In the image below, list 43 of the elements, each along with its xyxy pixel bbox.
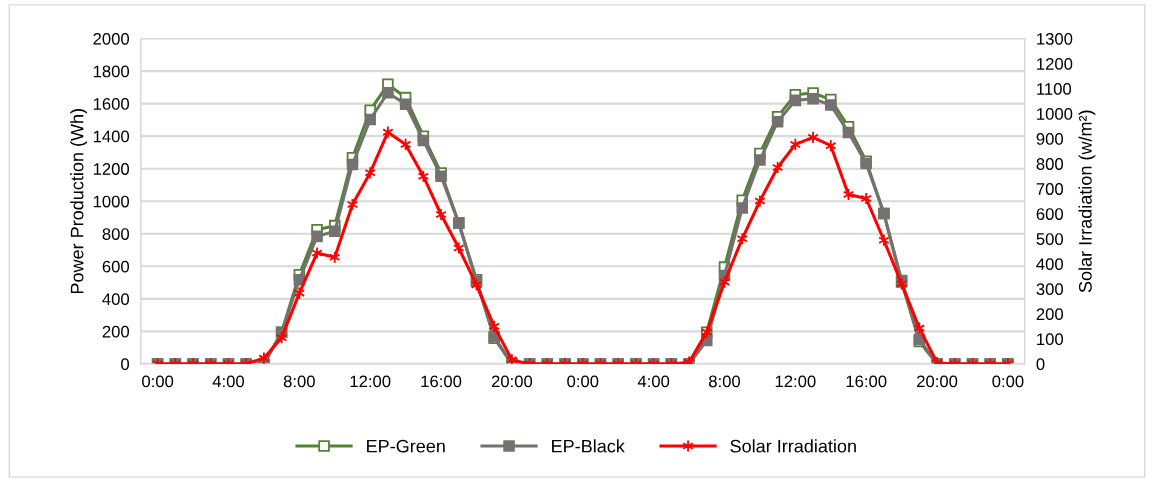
y-tick-label: 800: [102, 228, 130, 240]
x-tick-label: 16:00: [421, 375, 462, 388]
y-tick-label: 600: [102, 260, 130, 273]
legend-label: EP-Green: [367, 439, 445, 453]
y2-tick-label: 700: [1036, 183, 1064, 195]
legend-label: EP-Black: [552, 439, 625, 453]
y-tick-label: 0: [121, 358, 130, 371]
x-tick-label: 0:00: [567, 375, 599, 388]
y-tick-label: 1000: [93, 195, 130, 208]
y2-tick-label: 600: [1036, 208, 1064, 220]
x-tick-label: 8:00: [708, 375, 741, 388]
y-axis-title: Power Production (Wh): [70, 109, 88, 294]
x-tick-label: 20:00: [491, 375, 533, 388]
x-tick-label: 12:00: [775, 375, 816, 388]
y2-axis-title: Solar Irradiation (w/m²): [1078, 110, 1096, 293]
y2-tick-label: 0: [1036, 358, 1045, 371]
y-tick-label: 200: [102, 325, 130, 338]
y2-tick-label: 300: [1036, 283, 1064, 296]
x-tick-label: 16:00: [846, 375, 887, 388]
x-tick-label: 12:00: [350, 375, 391, 388]
x-tick-label: 0:00: [992, 375, 1024, 388]
y-tick-label: 1400: [93, 130, 130, 143]
y2-tick-label: 1000: [1037, 108, 1073, 120]
y2-tick-label: 1200: [1037, 57, 1073, 70]
y2-tick-label: 800: [1036, 158, 1064, 170]
y2-tick-label: 100: [1037, 333, 1064, 346]
y2-tick-label: 900: [1036, 133, 1064, 145]
x-tick-label: 8:00: [283, 375, 315, 388]
legend-label: Solar Irradiation: [730, 439, 856, 453]
y2-tick-label: 1300: [1037, 32, 1073, 45]
x-tick-label: 0:00: [142, 375, 174, 388]
y-tick-label: 1600: [93, 98, 130, 110]
y2-tick-label: 400: [1036, 258, 1064, 271]
y-tick-label: 400: [102, 293, 130, 306]
y2-tick-label: 1100: [1037, 83, 1072, 95]
y2-tick-label: 200: [1036, 308, 1064, 321]
x-tick-label: 4:00: [637, 375, 670, 388]
y-tick-label: 1800: [93, 65, 130, 78]
y-tick-label: 2000: [93, 32, 130, 45]
x-tick-label: 4:00: [212, 375, 245, 388]
y-tick-label: 1200: [93, 163, 130, 175]
y2-tick-label: 500: [1036, 233, 1064, 245]
x-tick-label: 20:00: [917, 375, 958, 388]
